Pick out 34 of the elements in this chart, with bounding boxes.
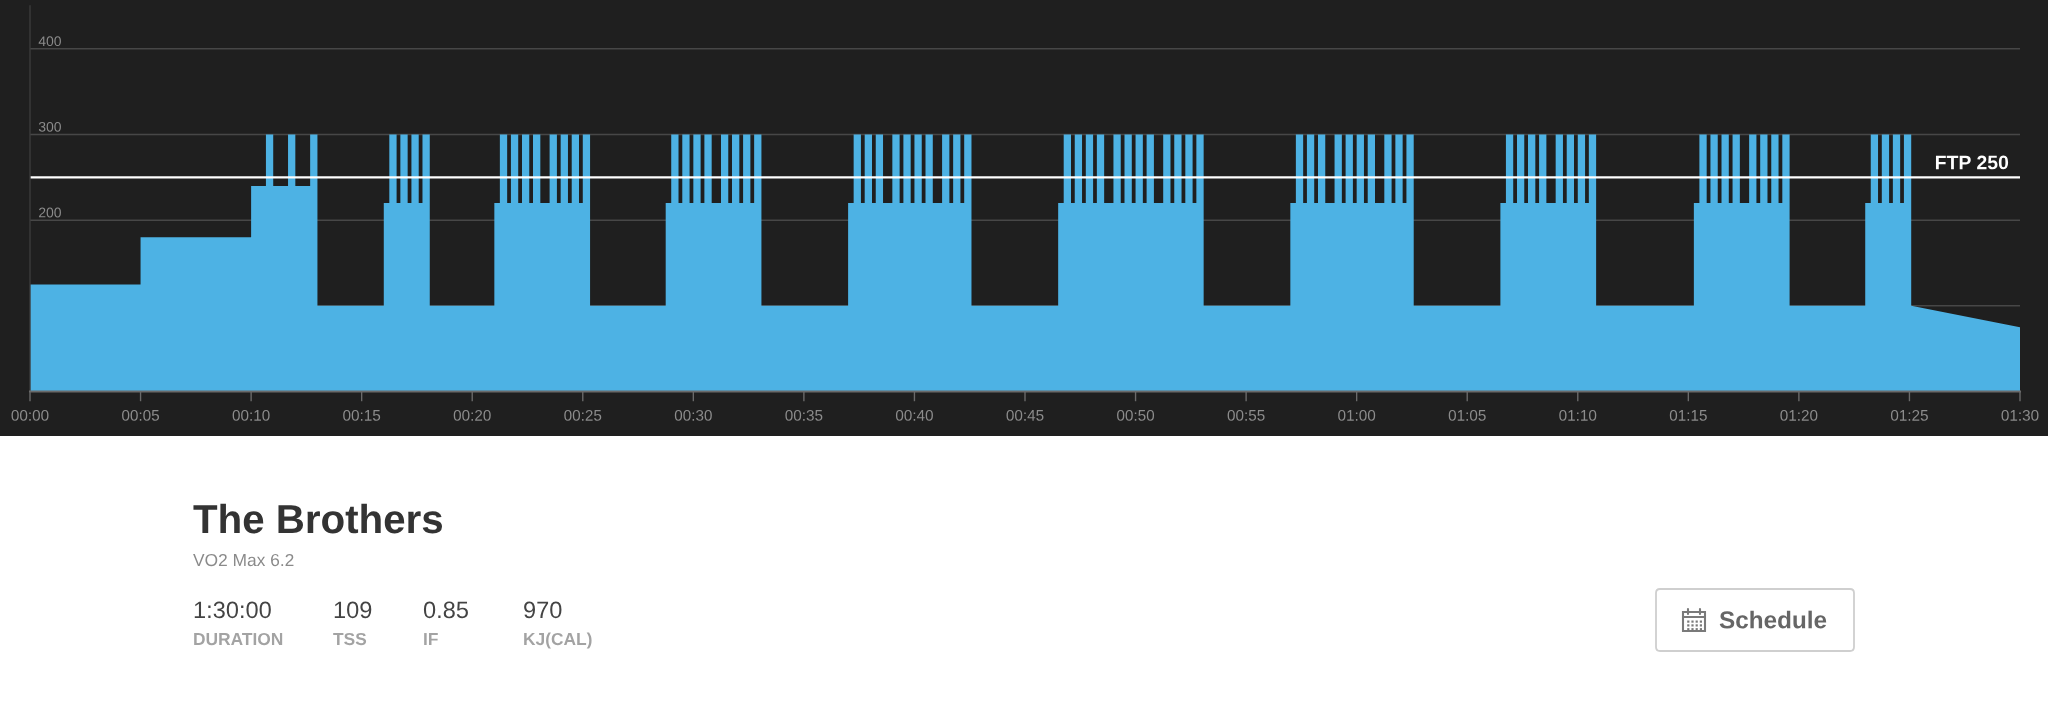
text: VO2 Max 6.2 bbox=[193, 553, 294, 567]
x-tick-label: 00:20 bbox=[453, 409, 491, 421]
text: KJ(CAL) bbox=[524, 632, 592, 649]
text: 970 bbox=[524, 601, 562, 619]
x-tick-label: 00:45 bbox=[1006, 409, 1044, 421]
x-tick-label: 00:00 bbox=[11, 409, 49, 421]
x-tick-label: 01:10 bbox=[1559, 409, 1597, 421]
x-tick-label: 01:25 bbox=[1890, 409, 1928, 421]
x-tick-label: 00:25 bbox=[564, 409, 602, 421]
y-tick-label: 400 bbox=[38, 36, 61, 47]
y-tick-label: 200 bbox=[39, 207, 61, 218]
x-tick-label: 00:40 bbox=[895, 409, 933, 421]
text: 1:30:00 bbox=[194, 601, 271, 619]
text: The Brothers bbox=[193, 503, 442, 534]
text: 109 bbox=[334, 601, 372, 619]
x-tick-label: 01:20 bbox=[1780, 409, 1818, 421]
x-tick-label: 01:15 bbox=[1669, 409, 1707, 421]
x-tick-label: 00:35 bbox=[785, 409, 823, 421]
text: 0.85 bbox=[423, 601, 468, 619]
x-tick-label: 00:50 bbox=[1117, 409, 1155, 421]
x-tick-label: 00:15 bbox=[343, 409, 381, 421]
x-tick-label: 01:30 bbox=[2001, 409, 2039, 421]
text: Schedule bbox=[1719, 610, 1827, 629]
x-tick-label: 00:05 bbox=[122, 409, 160, 421]
text: TSS bbox=[333, 632, 367, 646]
x-tick-label: 01:00 bbox=[1338, 409, 1376, 421]
text: DURATION bbox=[194, 632, 283, 646]
x-tick-label: 00:55 bbox=[1227, 409, 1265, 421]
x-tick-label: 00:10 bbox=[232, 409, 270, 421]
text: IF bbox=[424, 633, 438, 645]
x-tick-label: 00:30 bbox=[674, 409, 712, 421]
x-tick-label: 01:05 bbox=[1448, 409, 1486, 421]
ref-line-label: FTP 250 bbox=[1935, 155, 2009, 170]
y-tick-label: 300 bbox=[38, 121, 61, 132]
